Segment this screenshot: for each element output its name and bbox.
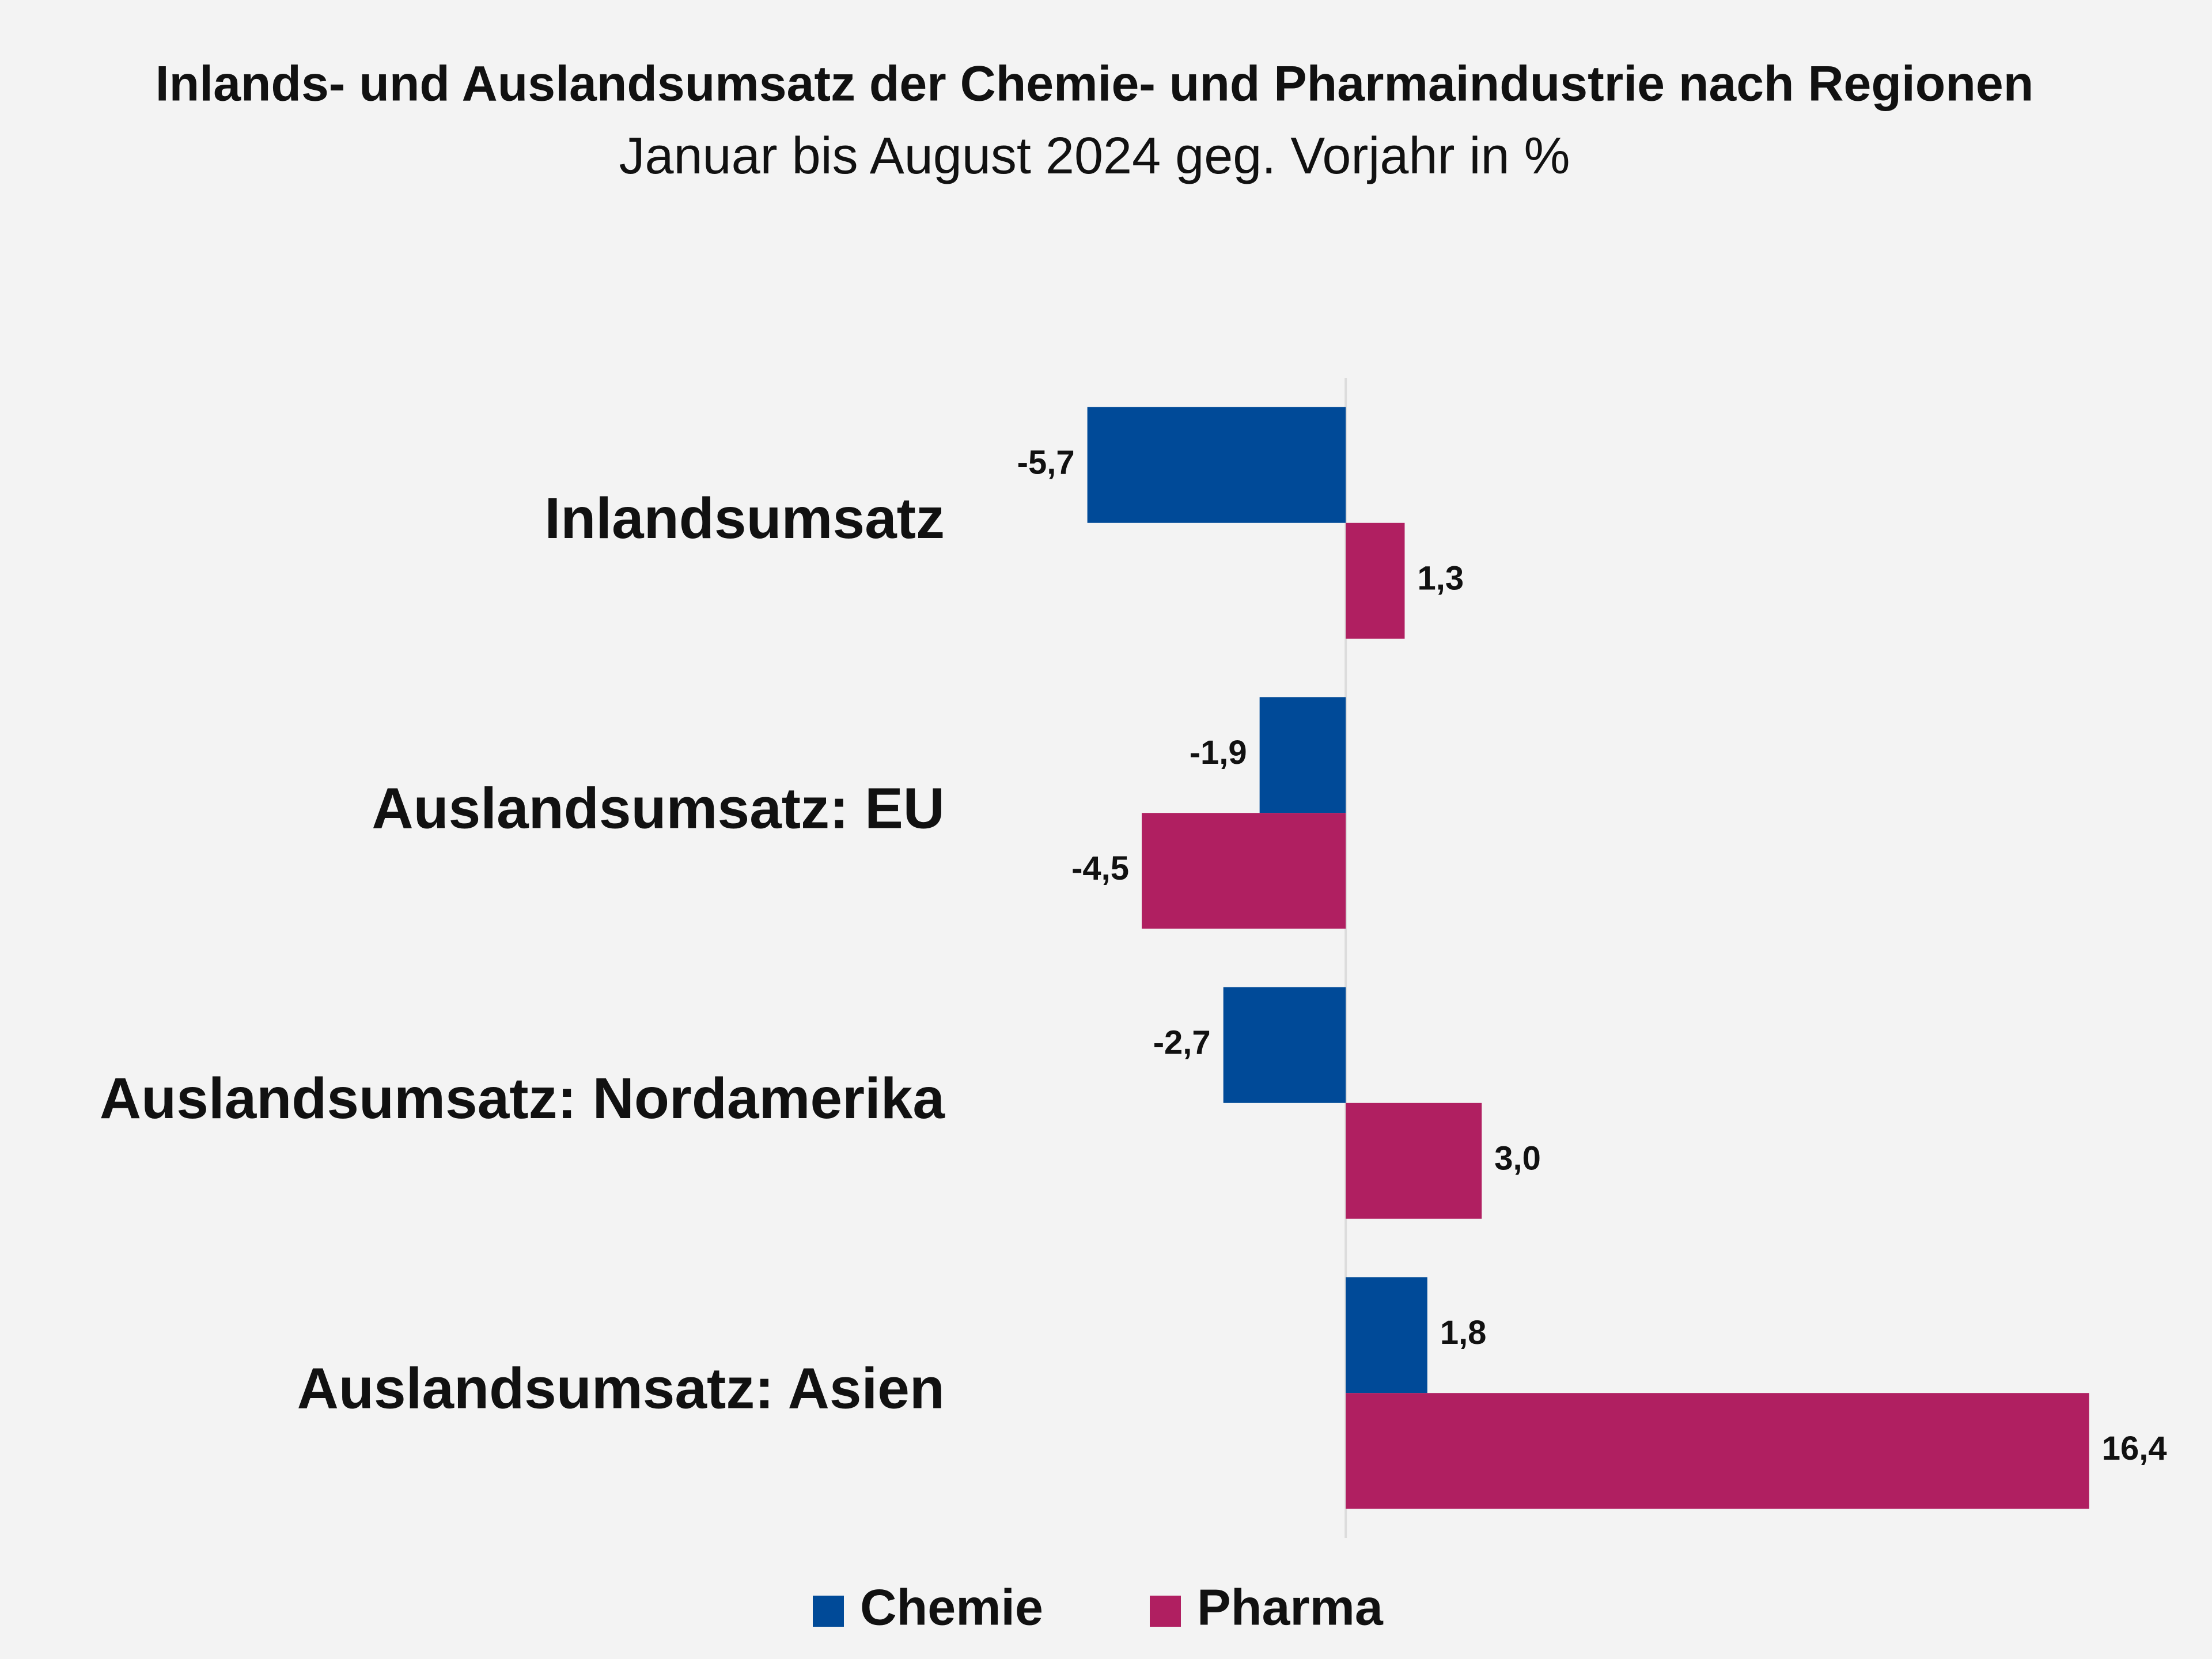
value-label: 1,3	[1417, 560, 1464, 597]
category-label: Auslandsumsatz: EU	[372, 777, 945, 841]
value-label: 1,8	[1440, 1314, 1487, 1351]
value-label: 16,4	[2102, 1430, 2167, 1467]
category-label: Auslandsumsatz: Asien	[297, 1357, 945, 1421]
value-label: -4,5	[1071, 850, 1129, 887]
legend-label: Chemie	[860, 1578, 1043, 1635]
bar	[1346, 1277, 1427, 1393]
bar	[1259, 697, 1346, 813]
bar	[1142, 813, 1346, 929]
legend-swatch	[1150, 1596, 1181, 1627]
category-label: Auslandsumsatz: Nordamerika	[100, 1066, 945, 1131]
category-label: Inlandsumsatz	[544, 486, 945, 551]
value-label: -5,7	[1017, 444, 1075, 482]
bar	[1346, 1103, 1482, 1219]
bar	[1346, 1393, 2089, 1509]
legend-swatch	[813, 1596, 844, 1627]
bar	[1087, 407, 1346, 523]
chart-title: Inlands- und Auslandsumsatz der Chemie- …	[156, 56, 2033, 112]
value-label: 3,0	[1494, 1140, 1541, 1177]
bar	[1346, 522, 1405, 639]
chart-subtitle: Januar bis August 2024 geg. Vorjahr in %	[619, 127, 1570, 185]
legend-label: Pharma	[1197, 1578, 1384, 1635]
bar	[1223, 987, 1346, 1103]
value-label: -1,9	[1190, 734, 1247, 771]
value-label: -2,7	[1153, 1024, 1211, 1062]
